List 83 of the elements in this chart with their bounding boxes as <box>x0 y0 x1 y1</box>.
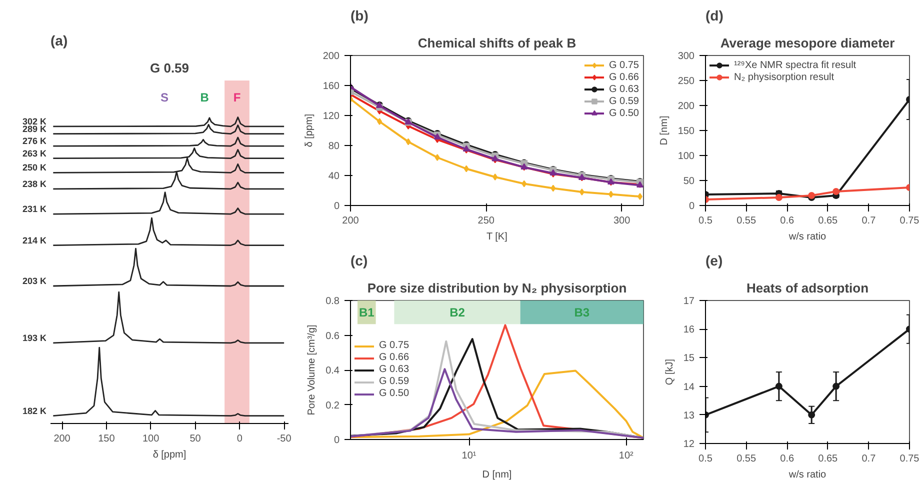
chart-title: G 0.59 <box>150 60 190 76</box>
x-tick-label: 50 <box>190 434 202 444</box>
y-tick-label: 0 <box>334 201 340 212</box>
x-tick-label: 0.75 <box>900 216 920 226</box>
x-tick-label: 250 <box>478 216 495 226</box>
y-tick-label: 0.6 <box>326 330 340 342</box>
text: (a) <box>50 32 68 48</box>
x-tick-label: 200 <box>342 216 360 226</box>
x-tick-label: 150 <box>98 434 116 444</box>
legend-label: ¹²⁹Xe NMR spectra fit result <box>734 59 856 71</box>
x-tick-label: 200 <box>54 434 71 444</box>
x-tick-label: 0.55 <box>736 454 756 464</box>
text: B <box>200 90 210 105</box>
y-axis-title: D [nm] <box>658 116 670 146</box>
y-tick-label: 150 <box>678 126 695 137</box>
x-tick-label: 0.55 <box>736 216 756 226</box>
band-label: B3 <box>574 305 590 320</box>
y-tick-label: 200 <box>678 101 695 112</box>
legend-label: G 0.59 <box>608 95 639 107</box>
x-tick-label: 0.5 <box>698 454 713 464</box>
y-axis-title: Q [kJ] <box>664 358 676 386</box>
y-tick-label: 0.4 <box>326 366 340 376</box>
y-tick-label: 14 <box>683 382 695 393</box>
x-tick-label: 300 <box>613 216 631 226</box>
y-tick-label: 200 <box>322 51 340 62</box>
x-tick-label: 0.5 <box>698 216 713 226</box>
x-tick-label: 10² <box>618 450 634 462</box>
x-tick-label: 0.65 <box>818 216 838 226</box>
y-axis-title: Pore Volume [cm³/g] <box>306 324 318 416</box>
text: (e) <box>706 252 723 268</box>
text: (b) <box>350 8 368 24</box>
y-tick-label: 0.8 <box>326 296 340 307</box>
x-tick-label: 0.6 <box>780 454 794 464</box>
y-tick-label: 13 <box>683 410 695 422</box>
y-tick-label: 15 <box>683 353 695 364</box>
legend-label: G 0.50 <box>379 388 410 400</box>
x-axis-title: T [K] <box>486 232 508 242</box>
chart-title: Pore size distribution by N₂ physisorption <box>367 280 627 296</box>
y-tick-label: 0.2 <box>326 400 340 412</box>
x-tick-label: 0.7 <box>862 454 876 464</box>
band-label: F <box>233 90 241 105</box>
x-axis-title: w/s ratio <box>788 232 827 242</box>
x-tick-label: 100 <box>142 434 160 444</box>
text: S <box>160 90 169 105</box>
y-tick-label: 40 <box>328 171 340 182</box>
legend-label: G 0.50 <box>608 107 639 119</box>
legend-label: G 0.66 <box>608 71 639 83</box>
band-label: B2 <box>450 305 466 320</box>
chart-title: Heats of adsorption <box>746 280 869 296</box>
y-tick-label: 100 <box>678 151 695 162</box>
y-tick-label: 0 <box>688 201 695 212</box>
chart-title: Chemical shifts of peak B <box>418 36 576 50</box>
x-tick-label: 0.75 <box>900 454 920 464</box>
y-tick-label: 50 <box>683 176 695 187</box>
x-tick-label: 0.6 <box>780 216 794 226</box>
text: (d) <box>706 8 724 24</box>
x-tick-label: 10¹ <box>462 450 477 462</box>
legend-label: G 0.75 <box>608 59 639 71</box>
y-tick-label: 300 <box>678 51 695 62</box>
text: (c) <box>350 252 368 268</box>
x-tick-label: 0.65 <box>818 454 838 464</box>
x-axis-title: δ [ppm] <box>152 450 186 460</box>
legend-label: G 0.75 <box>379 340 410 352</box>
band-label: B1 <box>358 305 375 320</box>
x-axis-title: D [nm] <box>482 470 512 480</box>
y-tick-label: 12 <box>683 439 695 450</box>
legend-label: G 0.63 <box>608 83 639 95</box>
y-tick-label: 120 <box>322 111 340 122</box>
legend-label: G 0.59 <box>379 376 410 388</box>
y-tick-label: 250 <box>678 76 695 87</box>
y-axis-title: δ [ppm] <box>304 114 315 148</box>
x-tick-label: 0 <box>236 434 243 444</box>
y-tick-label: 160 <box>322 81 340 92</box>
y-tick-label: 80 <box>328 141 340 152</box>
legend-label: G 0.66 <box>379 352 410 364</box>
legend-label: G 0.63 <box>379 364 410 376</box>
y-tick-label: 17 <box>683 296 695 307</box>
legend-label: N₂ physisorption result <box>734 71 834 83</box>
x-axis-title: w/s ratio <box>788 470 827 480</box>
y-tick-label: 16 <box>683 324 695 336</box>
chart-title: Average mesopore diameter <box>720 36 895 50</box>
x-tick-label: 0.7 <box>862 216 876 226</box>
x-tick-label: -50 <box>276 434 292 444</box>
